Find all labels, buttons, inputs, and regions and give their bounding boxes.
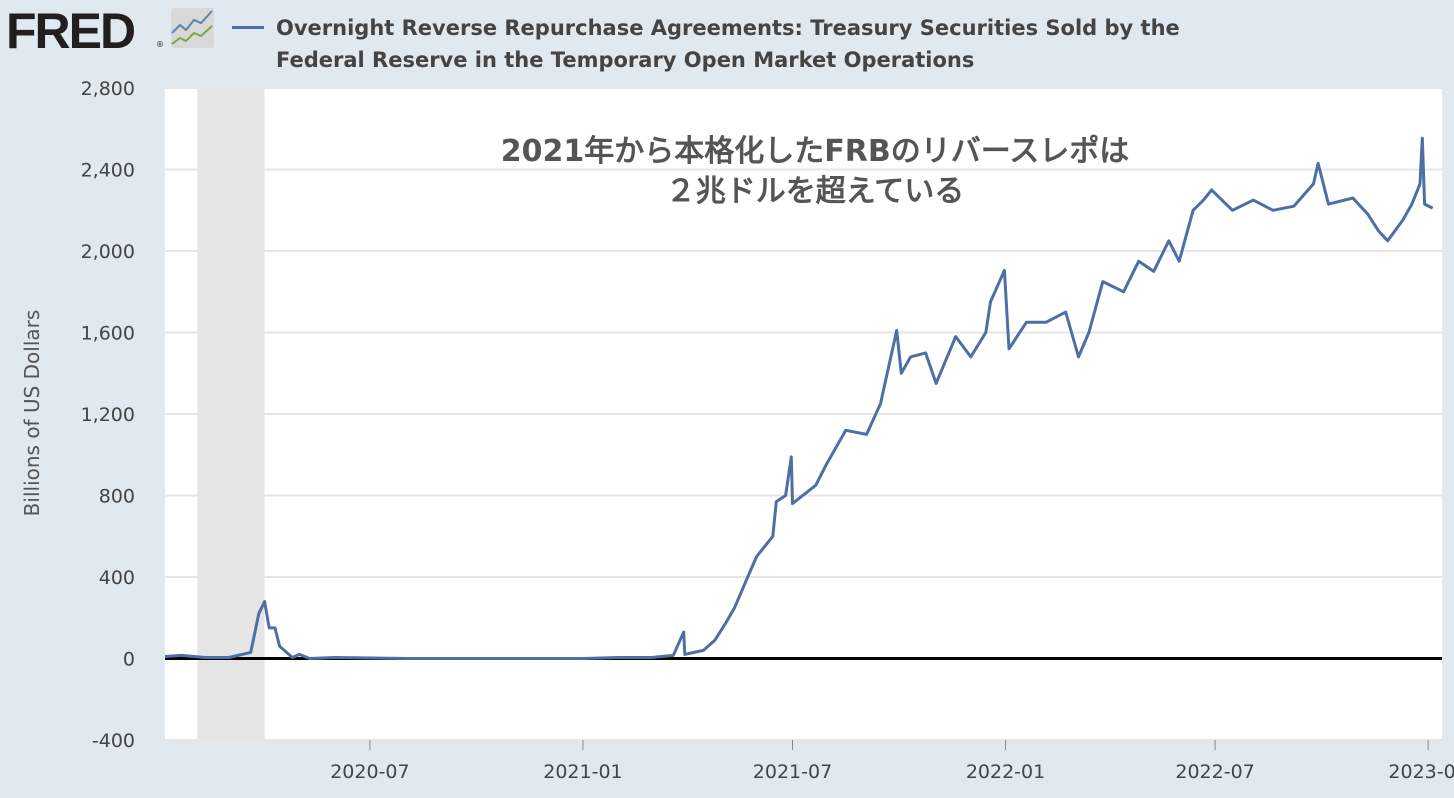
chart-title: Overnight Reverse Repurchase Agreements:… bbox=[276, 12, 1276, 76]
title-line-2: Federal Reserve in the Temporary Open Ma… bbox=[276, 48, 975, 72]
y-tick-label: 1,600 bbox=[81, 323, 135, 345]
x-tick-label: 2022-01 bbox=[966, 761, 1045, 783]
series-line bbox=[164, 136, 1434, 660]
y-tick-label: -400 bbox=[92, 730, 135, 752]
legend-swatch bbox=[232, 26, 264, 29]
registered-mark: ® bbox=[156, 40, 164, 49]
logo-text: FRED bbox=[6, 3, 136, 59]
chart-annotation: 2021年から本格化したFRBのリバースレポは ２兆ドルを超えている bbox=[380, 132, 1250, 212]
y-tick-label: 2,000 bbox=[81, 241, 135, 263]
y-tick-label: 800 bbox=[99, 486, 135, 508]
x-tick-label: 2021-07 bbox=[753, 761, 832, 783]
x-tick-label: 2023-01 bbox=[1388, 761, 1454, 783]
y-tick-label: 1,200 bbox=[81, 404, 135, 426]
y-tick-label: 0 bbox=[123, 649, 135, 671]
x-tick-label: 2020-07 bbox=[330, 761, 409, 783]
x-tick-label: 2021-01 bbox=[543, 761, 622, 783]
y-tick-label: 2,400 bbox=[81, 160, 135, 182]
fred-chart-icon bbox=[171, 8, 214, 48]
annotation-line-2: ２兆ドルを超えている bbox=[665, 174, 965, 209]
title-line-1: Overnight Reverse Repurchase Agreements:… bbox=[276, 16, 1180, 40]
y-tick-label: 2,800 bbox=[81, 78, 135, 100]
annotation-line-1: 2021年から本格化したFRBのリバースレポは bbox=[500, 134, 1130, 169]
y-tick-label: 400 bbox=[99, 567, 135, 589]
fred-logo[interactable]: FRED bbox=[6, 2, 136, 60]
x-tick-label: 2022-07 bbox=[1175, 761, 1254, 783]
